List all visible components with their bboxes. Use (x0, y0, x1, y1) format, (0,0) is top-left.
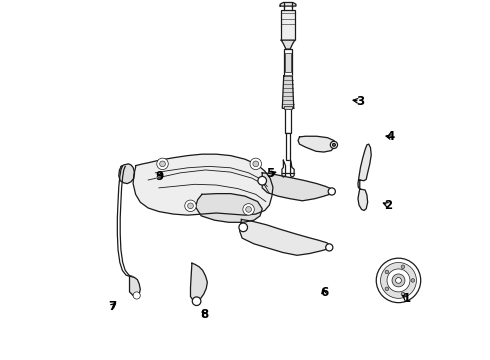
Circle shape (250, 158, 262, 170)
Circle shape (401, 292, 405, 296)
Bar (286, 134, 290, 160)
Circle shape (387, 269, 410, 292)
Bar (284, 106, 292, 109)
Circle shape (160, 161, 166, 167)
Text: 2: 2 (384, 199, 392, 212)
Circle shape (385, 287, 389, 291)
Circle shape (328, 188, 335, 195)
Polygon shape (119, 164, 135, 184)
Polygon shape (133, 154, 273, 215)
Polygon shape (191, 263, 207, 301)
Circle shape (243, 204, 254, 215)
Circle shape (239, 223, 247, 231)
Polygon shape (291, 160, 294, 177)
Circle shape (245, 207, 251, 212)
Polygon shape (280, 3, 296, 6)
Polygon shape (298, 136, 335, 152)
Text: 7: 7 (108, 300, 117, 313)
Circle shape (133, 292, 140, 299)
Circle shape (392, 274, 405, 287)
Text: 1: 1 (402, 292, 411, 305)
Polygon shape (240, 220, 330, 255)
Text: 6: 6 (320, 287, 328, 300)
Polygon shape (358, 189, 368, 211)
Text: 9: 9 (155, 170, 164, 183)
Circle shape (253, 161, 259, 167)
Circle shape (401, 265, 405, 269)
Bar (285, 49, 292, 76)
Polygon shape (282, 160, 286, 177)
Circle shape (385, 270, 389, 274)
Polygon shape (282, 76, 294, 108)
Polygon shape (281, 40, 295, 49)
Circle shape (411, 279, 415, 282)
Text: 8: 8 (201, 308, 209, 321)
Bar (285, 53, 291, 72)
Circle shape (188, 203, 194, 209)
Polygon shape (358, 144, 371, 189)
Polygon shape (262, 173, 334, 201)
Circle shape (326, 244, 333, 251)
Circle shape (185, 200, 196, 212)
Text: 4: 4 (386, 130, 394, 144)
Text: 3: 3 (356, 95, 364, 108)
Bar (285, 108, 291, 134)
Circle shape (376, 258, 421, 303)
Circle shape (192, 297, 201, 306)
Polygon shape (129, 276, 140, 297)
Circle shape (330, 141, 338, 148)
Circle shape (333, 143, 335, 146)
Bar (281, 10, 295, 40)
Circle shape (157, 158, 168, 170)
Polygon shape (196, 194, 262, 222)
Circle shape (395, 278, 401, 283)
Circle shape (258, 176, 267, 185)
Circle shape (381, 262, 416, 298)
Text: 5: 5 (266, 167, 274, 180)
